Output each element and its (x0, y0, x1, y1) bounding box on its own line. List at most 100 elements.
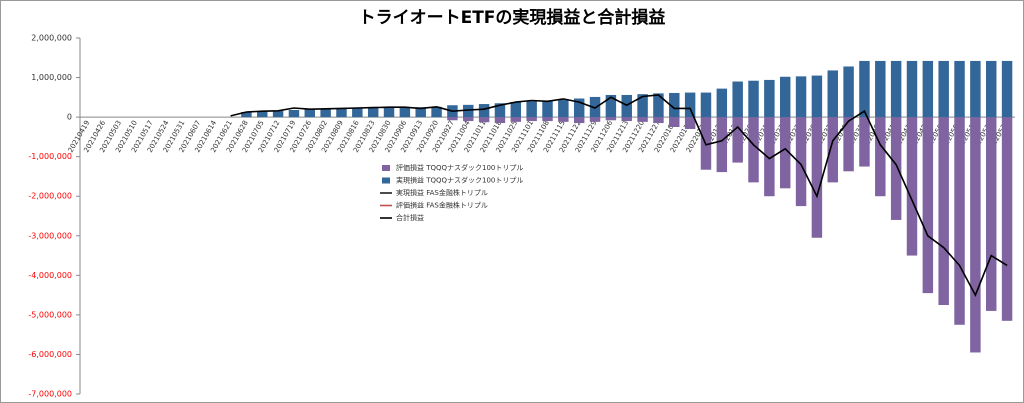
legend-label: 評価損益 FAS金融株トリプル (396, 201, 488, 210)
bar (637, 94, 648, 118)
bar (589, 117, 601, 122)
bar (288, 109, 300, 118)
bar (764, 79, 775, 118)
bar (1001, 60, 1013, 118)
bar (906, 117, 918, 256)
bar (415, 107, 426, 118)
bar (716, 88, 728, 118)
bar (367, 107, 379, 118)
bar (447, 117, 458, 121)
bar (558, 117, 569, 122)
y-tick-label: -5,000,000 (28, 310, 72, 319)
bar (938, 117, 949, 305)
bar (621, 117, 632, 122)
y-tick-label: 1,000,000 (31, 73, 72, 82)
bar (494, 103, 506, 118)
y-tick-label: -6,000,000 (28, 350, 72, 359)
bar (922, 60, 934, 118)
bar (431, 106, 442, 118)
bar (779, 76, 791, 118)
bar (843, 117, 854, 172)
bar (985, 60, 997, 118)
bar (542, 117, 553, 122)
legend-swatch (382, 165, 390, 171)
bar (795, 76, 807, 118)
bar (827, 70, 838, 118)
bar (653, 93, 664, 118)
bar (954, 60, 965, 118)
y-tick-label: 2,000,000 (31, 34, 72, 43)
bar (954, 117, 965, 325)
bar (478, 104, 490, 118)
y-tick-label: -4,000,000 (28, 271, 72, 280)
bar (1001, 117, 1013, 321)
bar (985, 117, 997, 311)
bar (669, 117, 680, 127)
bar (637, 117, 648, 122)
bar (811, 75, 823, 118)
chart-title: トライオートETFの実現損益と合計損益 (359, 7, 666, 28)
bar (732, 81, 743, 118)
bar (732, 117, 743, 163)
legend-label: 評価損益 TQQQナスダック100トリプル (396, 163, 523, 172)
bar (257, 111, 268, 118)
bar (922, 117, 934, 294)
bar (779, 117, 791, 189)
bar (938, 60, 949, 118)
bar (510, 102, 522, 118)
bar (653, 117, 664, 124)
line (230, 94, 1008, 297)
bar (859, 60, 870, 118)
bar (843, 66, 854, 118)
bar (764, 117, 775, 197)
bar (827, 117, 838, 183)
bar (811, 117, 823, 238)
bar (859, 117, 870, 167)
bar (684, 117, 696, 129)
bar (542, 100, 553, 118)
bar (320, 108, 331, 118)
bar (970, 117, 981, 353)
bar (748, 117, 759, 183)
y-tick-label: 0 (67, 113, 72, 122)
legend-label: 実現損益 FAS金融株トリプル (396, 188, 488, 197)
bar (241, 111, 252, 118)
bar (478, 117, 490, 123)
bar (684, 92, 696, 118)
y-tick-label: -2,000,000 (28, 192, 72, 201)
bar (605, 117, 617, 121)
bar (336, 108, 347, 118)
y-tick-label: -3,000,000 (28, 231, 72, 240)
bar (573, 117, 585, 124)
legend-swatch (382, 177, 390, 184)
y-tick-label: -7,000,000 (28, 390, 72, 399)
bar (669, 92, 680, 118)
bar (494, 117, 506, 124)
bar (352, 108, 363, 118)
bar (748, 80, 759, 118)
bar (890, 60, 902, 118)
bar (463, 104, 474, 118)
bar (463, 117, 474, 122)
bar (526, 101, 537, 118)
bar (875, 60, 886, 118)
bar (875, 117, 886, 197)
bar (890, 117, 902, 220)
y-tick-label: -1,000,000 (28, 152, 72, 161)
legend-label: 合計損益 (396, 213, 424, 222)
legend-label: 実現損益 TQQQナスダック100トリプル (396, 176, 523, 185)
bar (573, 98, 585, 118)
bar (970, 60, 981, 118)
bar (399, 107, 411, 118)
bar (700, 92, 712, 118)
bar (272, 110, 284, 118)
bar (510, 117, 522, 122)
bar (605, 94, 617, 118)
bar (558, 99, 569, 118)
bar (716, 117, 728, 173)
bar (304, 109, 316, 118)
bar (795, 117, 807, 207)
bar (383, 107, 395, 118)
